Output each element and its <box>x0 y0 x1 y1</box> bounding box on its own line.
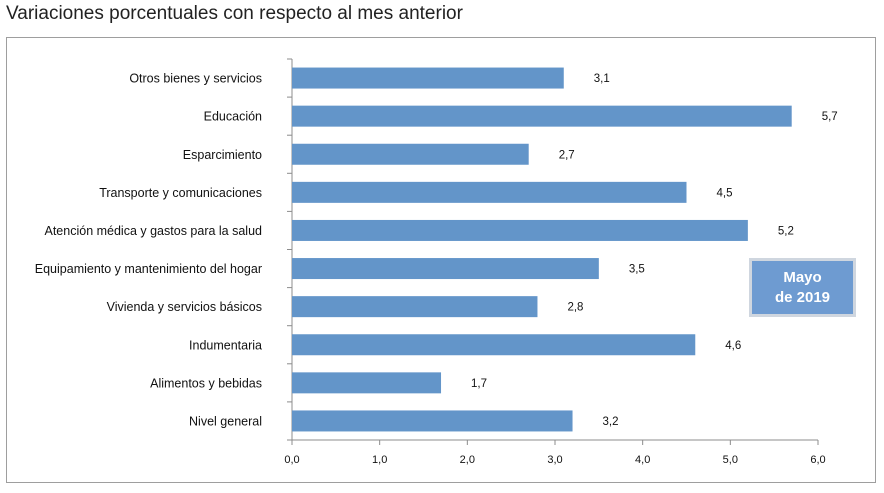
data-label: 4,6 <box>725 340 741 352</box>
category-label: Esparcimiento <box>183 148 262 162</box>
data-label: 4,5 <box>717 187 733 199</box>
bar <box>292 105 792 127</box>
x-tick-label: 6,0 <box>810 454 825 466</box>
category-label: Educación <box>204 110 262 124</box>
category-label: Vivienda y servicios básicos <box>107 300 262 314</box>
bar <box>292 219 748 241</box>
category-label: Alimentos y bebidas <box>150 376 262 390</box>
chart-frame <box>6 37 876 483</box>
bar <box>292 258 599 280</box>
x-tick-label: 0,0 <box>284 454 299 466</box>
period-badge-year: de 2019 <box>774 288 831 306</box>
data-label: 3,1 <box>594 73 610 85</box>
category-label: Otros bienes y servicios <box>129 72 262 86</box>
bar <box>292 296 538 318</box>
data-label: 3,5 <box>629 264 645 276</box>
x-tick-label: 2,0 <box>460 454 475 466</box>
category-label: Indumentaria <box>189 338 262 352</box>
data-label: 5,2 <box>778 225 794 237</box>
bar <box>292 67 564 89</box>
data-label: 2,7 <box>559 149 575 161</box>
category-label: Transporte y comunicaciones <box>99 186 262 200</box>
x-tick-label: 3,0 <box>547 454 562 466</box>
chart-title: Variaciones porcentuales con respecto al… <box>6 3 463 24</box>
period-badge: Mayo de 2019 <box>749 258 856 317</box>
data-label: 5,7 <box>822 111 838 123</box>
period-badge-month: Mayo <box>783 268 822 286</box>
bar <box>292 334 696 356</box>
category-label: Atención médica y gastos para la salud <box>45 224 263 238</box>
bar <box>292 372 442 394</box>
category-label: Equipamiento y mantenimiento del hogar <box>35 262 262 276</box>
x-tick-label: 4,0 <box>635 454 650 466</box>
x-tick-label: 1,0 <box>372 454 387 466</box>
data-label: 1,7 <box>471 378 487 390</box>
bar <box>292 143 529 165</box>
x-tick-label: 5,0 <box>723 454 738 466</box>
data-label: 3,2 <box>603 416 619 428</box>
bar <box>292 181 687 203</box>
category-label: Nivel general <box>189 414 262 428</box>
bar <box>292 410 573 432</box>
data-label: 2,8 <box>567 302 583 314</box>
